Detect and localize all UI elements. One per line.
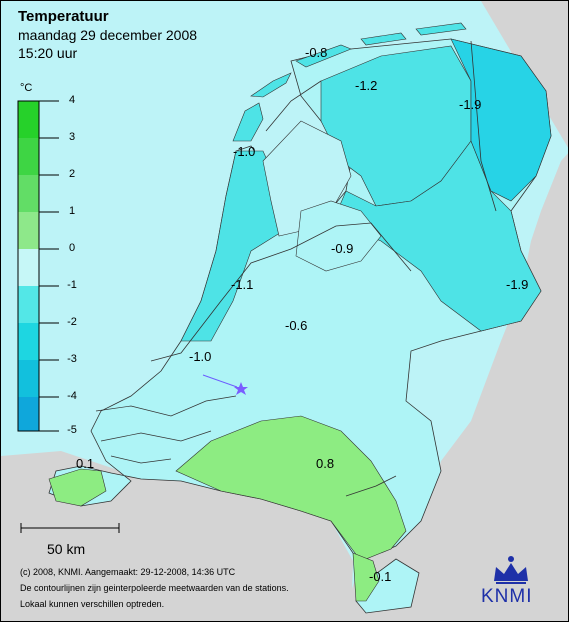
contour-label: -1.0 [233, 144, 256, 159]
map-title: Temperatuur [18, 8, 109, 25]
island-schiermonnikoog [415, 22, 467, 36]
contour-label: -0.9 [331, 241, 354, 256]
polder-flevoland [295, 200, 382, 272]
station-star-icon [234, 382, 248, 395]
scale-bar [20, 523, 120, 533]
legend-tick: 2 [68, 168, 76, 180]
map-time: 15:20 uur [18, 45, 78, 61]
zone-groningen-east [450, 38, 552, 202]
legend-tick: -3 [67, 353, 77, 365]
island-ameland [360, 32, 407, 46]
legend-unit: °C [20, 82, 33, 94]
island-terschelling [295, 44, 352, 68]
estuary-lines [95, 395, 237, 464]
legend-tick: 1 [68, 205, 76, 217]
legend-tick: -2 [67, 316, 77, 328]
abroad-germany [341, 1, 568, 621]
contour-line [470, 40, 497, 212]
contour-line [265, 80, 322, 132]
contour-label: 0.8 [316, 456, 335, 471]
knmi-logo-text: KNMI [481, 586, 533, 607]
legend-tick: -4 [67, 390, 77, 402]
footer-disclaimer: Lokaal kunnen verschillen optreden. [20, 599, 165, 609]
map-date: maandag 29 december 2008 [18, 27, 198, 43]
contour-line [150, 222, 412, 362]
contour-line [345, 475, 397, 497]
zone-limburg-warm [352, 552, 380, 602]
zone-zeeland-warm [48, 468, 107, 507]
footer-note: De contourlijnen zijn geinterpoleerde me… [20, 583, 289, 593]
legend-tick: 0 [68, 242, 76, 254]
legend-tick: -5 [67, 424, 77, 436]
scale-bar-label: 50 km [47, 541, 86, 557]
contour-label: 0.1 [76, 456, 95, 471]
contour-label: -0.8 [305, 45, 328, 60]
island-texel [232, 102, 264, 142]
contour-label: -1.0 [189, 349, 212, 364]
footer-copyright: (c) 2008, KNMI. Aangemaakt: 29-12-2008, … [20, 567, 236, 577]
contour-label: -1.2 [355, 78, 378, 93]
contour-label: -0.1 [369, 569, 392, 584]
island-vlieland [250, 72, 292, 98]
contour-label: -1.1 [231, 277, 254, 292]
contour-label: -0.6 [285, 318, 308, 333]
zone-south-warm [175, 415, 407, 562]
legend-tick: 3 [68, 131, 76, 143]
knmi-crown-icon [494, 556, 528, 584]
station-arrow [202, 374, 238, 388]
legend-tick: -1 [67, 279, 77, 291]
legend-tick: 4 [68, 94, 76, 106]
contour-label: -1.9 [506, 277, 529, 292]
contour-label: -1.9 [459, 97, 482, 112]
legend-bar [17, 100, 59, 432]
